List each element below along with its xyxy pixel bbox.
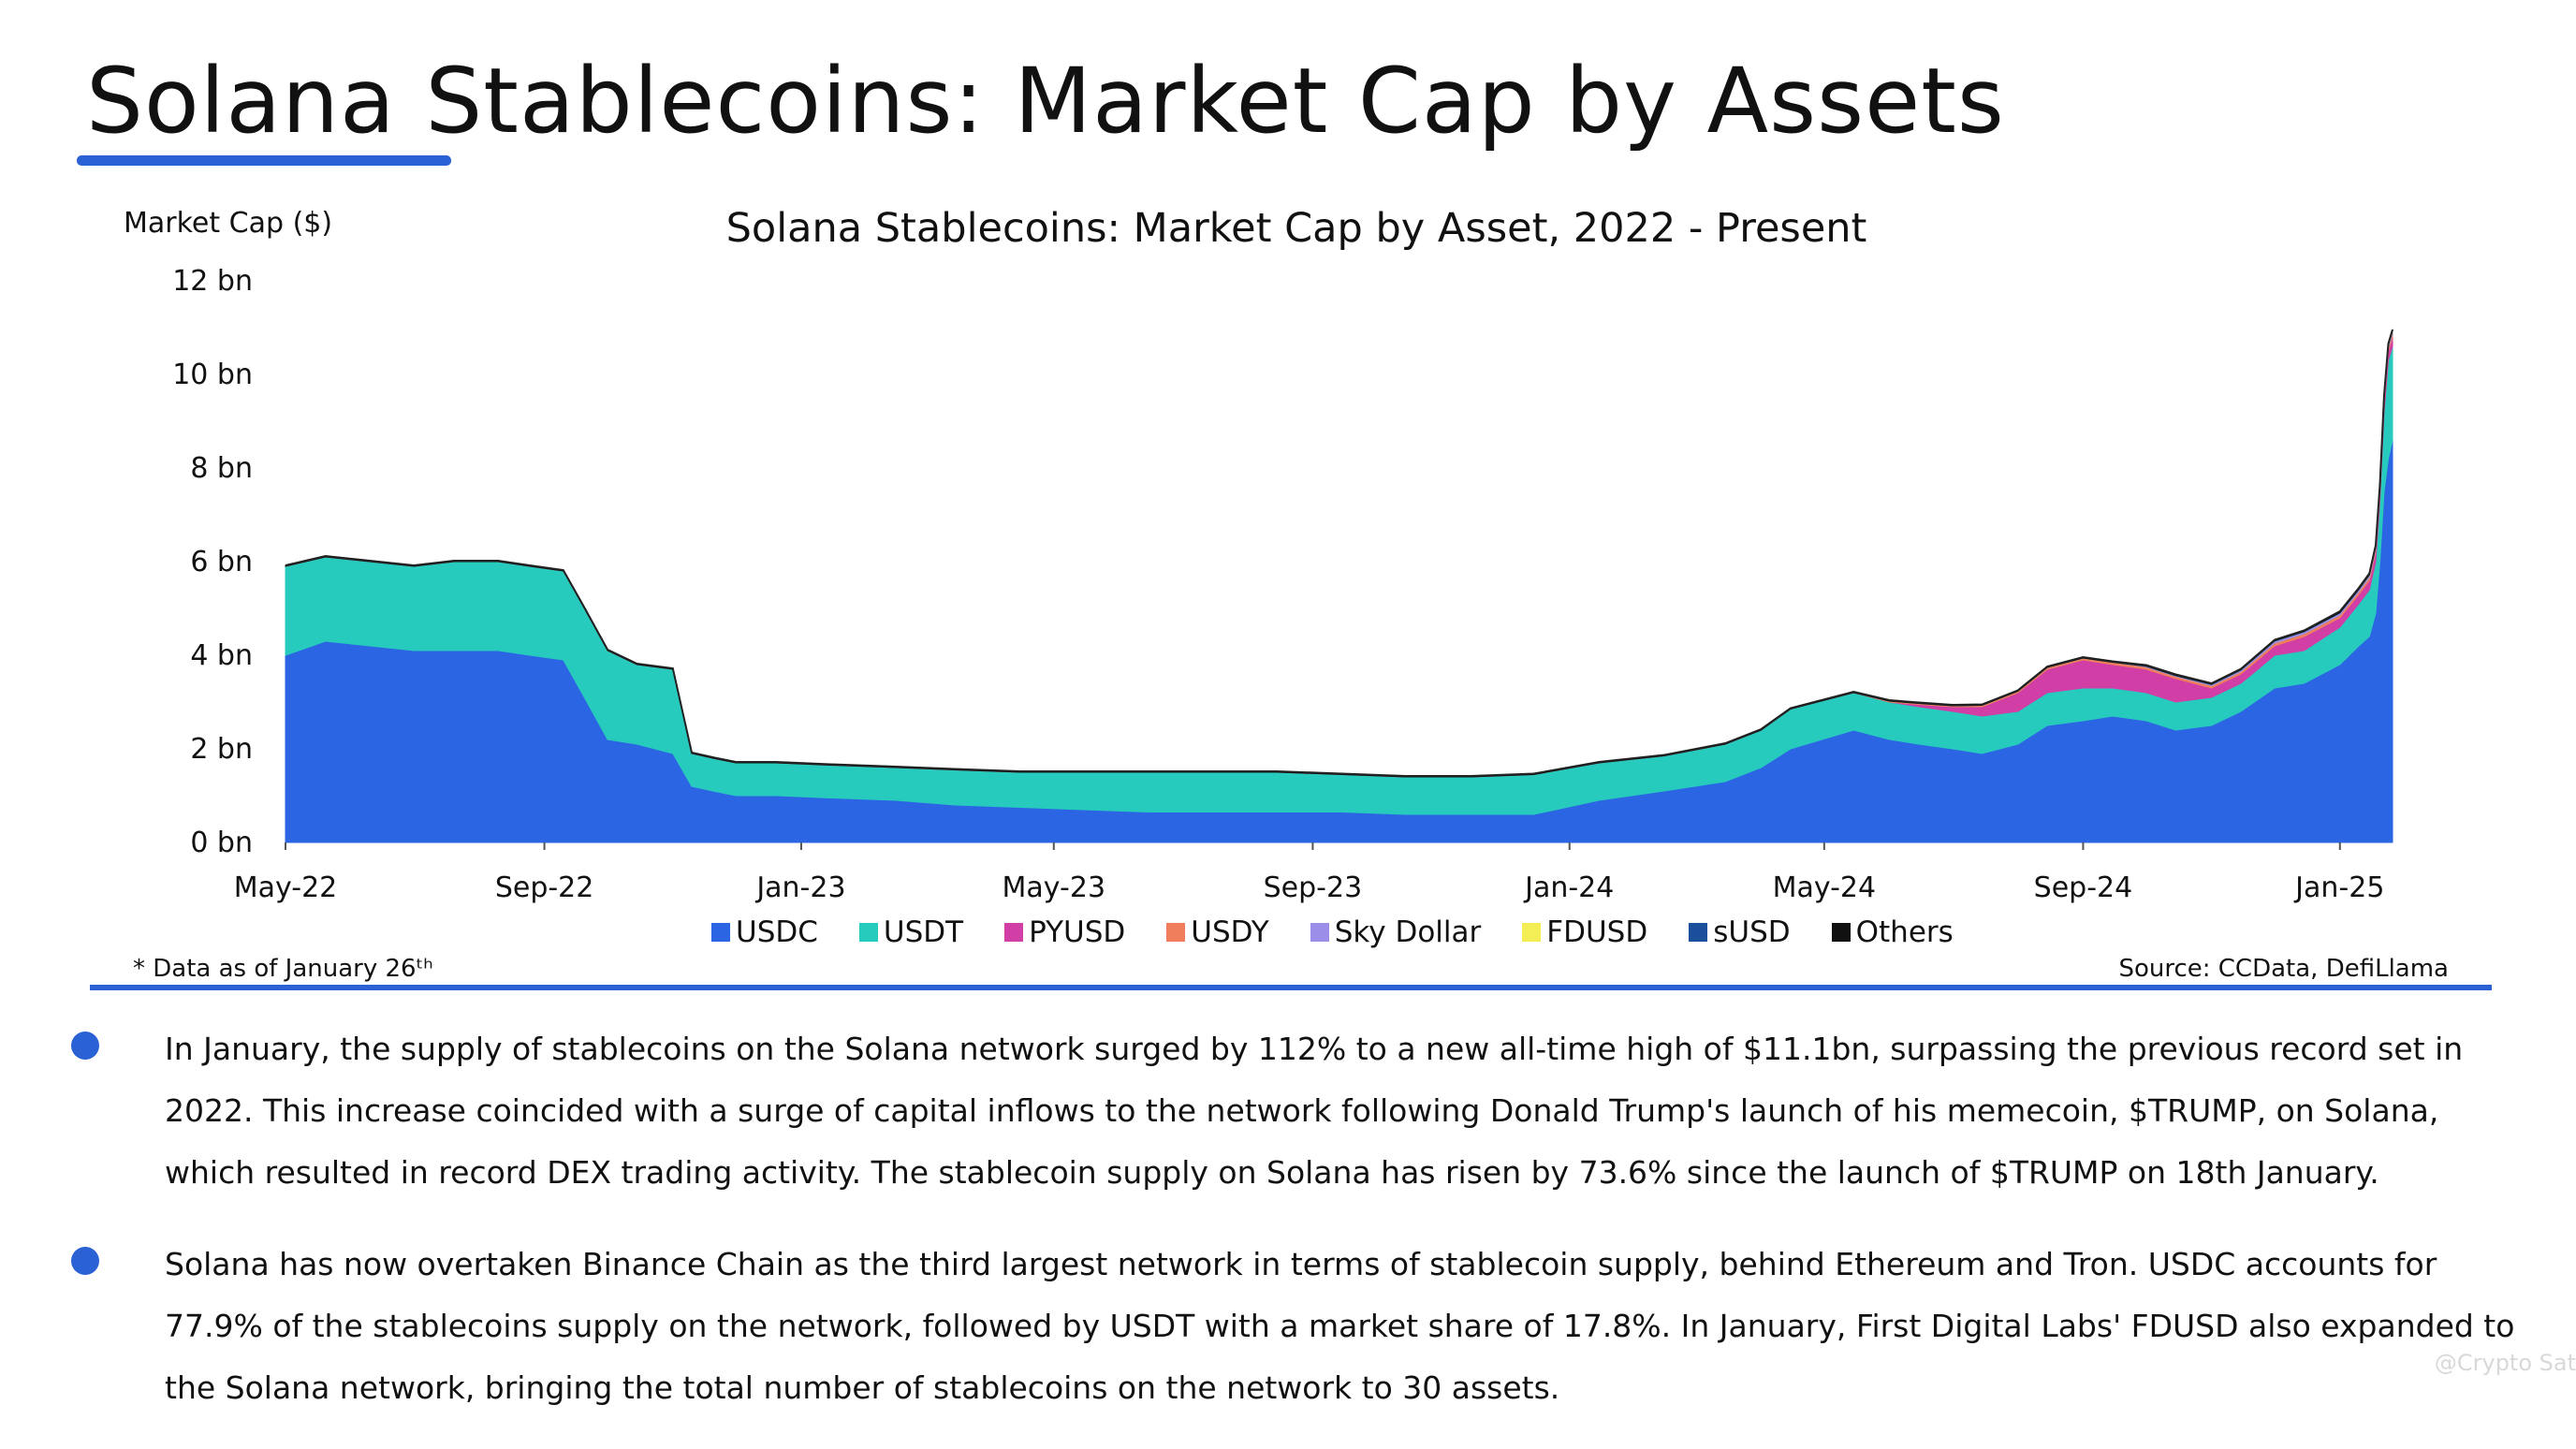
source-credit: Source: CCData, DefiLlama	[2118, 955, 2449, 983]
x-tick-label: Sep-22	[495, 871, 594, 904]
footnote: * Data as of January 26ᵗʰ	[133, 955, 433, 983]
legend-item: USDC	[711, 915, 818, 949]
bullet-text: In January, the supply of stablecoins on…	[165, 1031, 2464, 1191]
y-tick-label: 2 bn	[190, 733, 253, 766]
legend-item: Sky Dollar	[1310, 915, 1482, 949]
y-axis-label: Market Cap ($)	[124, 207, 332, 240]
x-tick-label: Jan-23	[754, 871, 845, 904]
section-divider	[90, 985, 2492, 990]
x-tick-label: May-23	[1003, 871, 1106, 904]
chart-legend: USDC USDT PYUSD USDY Sky Dollar FDUSD sUSD Othe…	[711, 915, 1954, 949]
x-tick-label: May-24	[1773, 871, 1877, 904]
bullet-dot-icon	[71, 1247, 99, 1275]
x-tick-label: May-22	[234, 871, 338, 904]
legend-swatch	[1689, 923, 1708, 942]
x-tick-label: Sep-23	[1264, 871, 1363, 904]
y-axis-ticks: 0 bn 2 bn 4 bn 6 bn 8 bn 10 bn 12 bn	[172, 265, 253, 859]
legend-swatch	[858, 923, 878, 942]
bullet-dot-icon	[71, 1032, 99, 1060]
chart-title: Solana Stablecoins: Market Cap by Asset,…	[726, 205, 1867, 252]
legend-label: USDT	[883, 915, 964, 949]
legend-item: Others	[1831, 915, 1954, 949]
legend-label: Sky Dollar	[1334, 915, 1482, 949]
legend-swatch	[1166, 923, 1186, 942]
y-tick-label: 6 bn	[190, 546, 253, 578]
x-axis-ticks: May-22 Sep-22 Jan-23 May-23 Sep-23 Jan-24 May-…	[234, 842, 2384, 904]
legend-swatch	[1310, 923, 1329, 942]
bullet-text: Solana has now overtaken Binance Chain a…	[165, 1246, 2515, 1406]
legend-item: PYUSD	[1004, 915, 1125, 949]
y-tick-label: 4 bn	[190, 639, 253, 672]
title-underline	[77, 155, 451, 166]
legend-label: sUSD	[1713, 915, 1791, 949]
legend-swatch	[1522, 923, 1542, 942]
legend-label: USDY	[1191, 915, 1269, 949]
legend-item: USDY	[1166, 915, 1269, 949]
x-tick-label: Jan-24	[1523, 871, 1614, 904]
legend-label: Others	[1855, 915, 1954, 949]
stacked-area-chart: Solana Stablecoins: Market Cap by Asset,…	[124, 205, 2393, 904]
legend-item: sUSD	[1689, 915, 1791, 949]
legend-swatch	[1004, 923, 1024, 942]
legend-swatch	[1831, 923, 1851, 942]
bullet-item: Solana has now overtaken Binance Chain a…	[66, 1234, 2527, 1419]
legend-swatch	[711, 923, 730, 942]
legend-label: USDC	[736, 915, 818, 949]
y-tick-label: 8 bn	[190, 452, 253, 485]
x-tick-label: Sep-24	[2034, 871, 2133, 904]
y-tick-label: 10 bn	[172, 359, 253, 391]
legend-label: PYUSD	[1029, 915, 1126, 949]
legend-item: FDUSD	[1522, 915, 1647, 949]
legend-item: USDT	[858, 915, 964, 949]
bullet-item: In January, the supply of stablecoins on…	[66, 1018, 2527, 1204]
y-tick-label: 0 bn	[190, 827, 253, 859]
total-outline	[285, 329, 2393, 777]
bullet-list: In January, the supply of stablecoins on…	[66, 1018, 2527, 1449]
x-tick-label: Jan-25	[2293, 871, 2384, 904]
y-tick-label: 12 bn	[172, 265, 253, 298]
area-layers	[285, 329, 2393, 843]
page-title: Solana Stablecoins: Market Cap by Assets	[86, 49, 2005, 154]
legend-label: FDUSD	[1546, 915, 1648, 949]
watermark: @Crypto Sat	[2434, 1350, 2576, 1376]
